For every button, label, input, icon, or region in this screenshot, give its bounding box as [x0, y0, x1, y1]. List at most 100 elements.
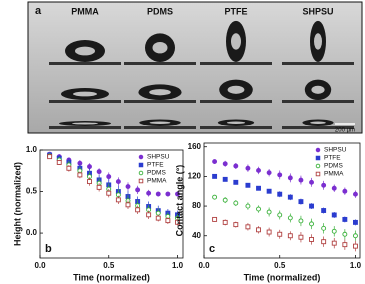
marker [342, 242, 348, 248]
marker [106, 174, 112, 180]
legend-label: PDMS [324, 163, 343, 170]
column-title: PDMS [147, 6, 173, 16]
y-tick-label: 160 [188, 142, 202, 151]
marker [66, 165, 72, 171]
marker [331, 185, 337, 191]
marker [353, 191, 358, 197]
marker [277, 212, 283, 218]
marker [233, 200, 239, 206]
marker [256, 168, 261, 173]
marker [298, 234, 304, 240]
scale-bar-label: 200 µm [335, 128, 355, 134]
droplet-highlight [152, 41, 168, 54]
marker [266, 209, 272, 215]
x-tick-label: 0.5 [103, 261, 115, 270]
x-tick-label: 1.0 [172, 261, 184, 270]
substrate [49, 62, 121, 65]
marker [287, 194, 293, 200]
y-tick-label: 1.0 [26, 145, 38, 154]
y-tick-label: 40 [192, 231, 201, 240]
column-title: PMMA [71, 6, 99, 16]
legend-label: SHPSU [147, 154, 170, 161]
marker [353, 243, 358, 249]
marker [87, 179, 92, 185]
droplet-highlight [75, 46, 95, 56]
marker [315, 155, 321, 161]
marker [96, 184, 102, 190]
marker [321, 208, 327, 213]
y-axis-label: Height (normalized) [12, 162, 22, 246]
y-tick-label: 0.0 [26, 228, 38, 237]
legend-label: PTFE [147, 162, 164, 169]
marker [47, 154, 53, 160]
x-axis-label: Time (normalized) [73, 272, 150, 282]
marker [233, 179, 239, 185]
marker [233, 222, 239, 228]
marker [287, 215, 293, 221]
marker [353, 219, 358, 225]
marker [321, 225, 327, 231]
panel-label: b [45, 243, 52, 255]
marker [222, 197, 228, 203]
marker [115, 197, 121, 203]
marker [266, 229, 272, 235]
y-tick-label: 0.5 [26, 187, 38, 196]
marker [106, 190, 112, 196]
marker [155, 215, 161, 221]
marker [256, 185, 261, 191]
marker [287, 233, 293, 239]
marker [175, 219, 180, 225]
marker [135, 207, 141, 213]
legend-label: PMMA [147, 178, 167, 185]
x-tick-label: 0.5 [274, 261, 286, 270]
marker [331, 228, 337, 234]
marker [298, 199, 304, 205]
x-tick-label: 0.0 [34, 261, 46, 270]
marker [87, 164, 92, 170]
marker [155, 191, 161, 197]
legend-label: PMMA [324, 171, 344, 178]
marker [245, 182, 251, 188]
y-axis-label: Contact angle (°) [174, 165, 184, 237]
marker [165, 191, 171, 197]
x-tick-label: 1.0 [350, 261, 362, 270]
panel-label: c [209, 243, 215, 255]
marker [266, 170, 272, 176]
marker [256, 206, 261, 212]
droplet-highlight [227, 85, 245, 94]
marker [125, 184, 131, 190]
marker [342, 231, 348, 237]
marker [277, 172, 283, 178]
marker [287, 175, 293, 181]
marker [342, 188, 348, 194]
legend-label: PTFE [324, 155, 341, 162]
x-tick-label: 0.0 [198, 261, 210, 270]
droplet-highlight [314, 33, 322, 50]
marker [222, 161, 228, 167]
droplet-highlight [231, 33, 241, 50]
substrate [200, 100, 272, 103]
droplet-photos [49, 20, 354, 129]
marker [321, 182, 327, 188]
marker [315, 163, 321, 169]
column-title: PTFE [224, 6, 247, 16]
marker [135, 187, 141, 193]
marker [245, 203, 251, 209]
marker [155, 210, 161, 216]
droplet-highlight [149, 121, 171, 125]
marker [321, 239, 327, 245]
marker [222, 176, 228, 182]
marker [165, 218, 171, 224]
marker [315, 171, 321, 177]
marker [212, 216, 218, 222]
substrate [124, 100, 196, 103]
droplet-highlight [73, 91, 97, 97]
legend-label: SHPSU [324, 147, 347, 154]
marker [298, 218, 304, 224]
marker [175, 191, 180, 197]
column-title: SHPSU [302, 6, 333, 16]
marker [233, 163, 239, 169]
substrate [282, 62, 354, 65]
